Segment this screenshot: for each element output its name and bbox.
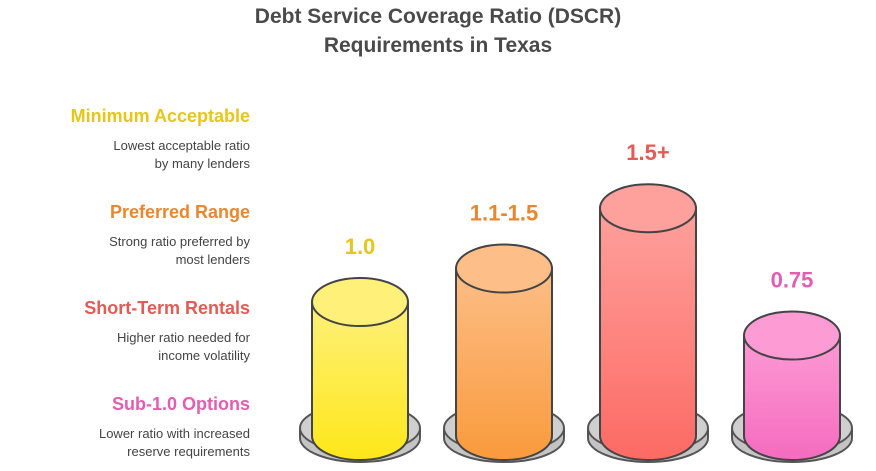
legend-item-short-term: Short-Term Rentals Higher ratio needed f…	[0, 297, 250, 365]
legend-heading: Preferred Range	[109, 202, 250, 222]
value-label: 1.5+	[626, 140, 669, 165]
cylinder-body	[743, 334, 841, 461]
legend-item-sub-1: Sub-1.0 Options Lower ratio with increas…	[0, 393, 250, 461]
legend-heading: Short-Term Rentals	[84, 298, 250, 318]
title-line-1: Debt Service Coverage Ratio (DSCR)	[254, 5, 622, 28]
chart-title: Debt Service Coverage Ratio (DSCR) Requi…	[0, 2, 876, 60]
cylinder-bar-1: 1.1-1.5	[443, 201, 565, 463]
cylinder-top	[599, 183, 697, 234]
value-label: 1.1-1.5	[470, 201, 539, 226]
legend-description: Strong ratio preferred by most lenders	[109, 234, 250, 267]
cylinder-top	[455, 243, 553, 294]
cylinder-body	[599, 207, 697, 461]
legend-item-minimum: Minimum Acceptable Lowest acceptable rat…	[0, 105, 250, 173]
cylinder-body	[311, 301, 409, 461]
cylinder-bar-2: 1.5+	[587, 140, 709, 463]
value-label: 1.0	[345, 234, 376, 259]
legend-item-preferred: Preferred Range Strong ratio preferred b…	[0, 201, 250, 269]
cylinder-bar-3: 0.75	[731, 268, 853, 463]
cylinder-bar-0: 1.0	[299, 234, 421, 463]
value-label: 0.75	[771, 268, 814, 293]
legend-heading: Minimum Acceptable	[70, 106, 250, 126]
cylinder-body	[455, 267, 553, 461]
cylinder-top	[743, 310, 841, 361]
title-line-2: Requirements in Texas	[323, 34, 553, 57]
legend-heading: Sub-1.0 Options	[111, 394, 250, 414]
legend-description: Higher ratio needed for income volatilit…	[117, 330, 250, 363]
legend-description: Lower ratio with increased reserve requi…	[98, 426, 250, 459]
legend-description: Lowest acceptable ratio by many lenders	[113, 138, 250, 171]
cylinder-top	[311, 277, 409, 327]
